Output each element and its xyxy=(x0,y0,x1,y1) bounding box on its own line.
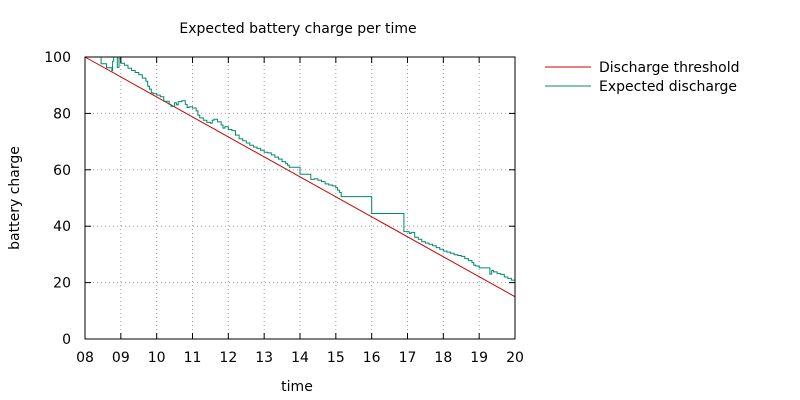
legend-label: Expected discharge xyxy=(599,79,737,95)
series-line-expected-discharge xyxy=(85,56,516,282)
y-axis-label: battery charge xyxy=(7,146,23,250)
x-tick-label: 11 xyxy=(184,350,202,366)
chart-title: Expected battery charge per time xyxy=(179,21,416,37)
x-tick-label: 13 xyxy=(255,350,273,366)
y-tick-label: 40 xyxy=(53,219,71,235)
x-tick-label: 10 xyxy=(148,350,166,366)
x-axis-label: time xyxy=(281,379,313,395)
x-tick-label: 15 xyxy=(327,350,345,366)
x-tick-label: 16 xyxy=(363,350,381,366)
x-tick-label: 18 xyxy=(434,350,452,366)
y-tick-label: 0 xyxy=(62,332,71,348)
x-tick-label: 20 xyxy=(506,350,524,366)
x-tick-label: 14 xyxy=(291,350,309,366)
x-tick-label: 12 xyxy=(219,350,237,366)
series-lines xyxy=(84,56,516,298)
y-tick-label: 20 xyxy=(53,276,71,292)
x-tick-label: 08 xyxy=(76,350,94,366)
y-tick-label: 60 xyxy=(53,163,71,179)
x-tick-label: 19 xyxy=(470,350,488,366)
legend: Discharge threshold Expected discharge xyxy=(545,60,740,95)
axis-ticks: 08 09 10 11 12 13 14 15 16 17 18 19 20 0 20 40 60 80 100 xyxy=(44,50,524,366)
grid-lines xyxy=(85,57,515,339)
plot-frame xyxy=(84,56,516,340)
y-tick-label: 80 xyxy=(53,106,71,122)
legend-label: Discharge threshold xyxy=(599,60,740,76)
y-tick-label: 100 xyxy=(44,50,71,66)
series-line-discharge-threshold xyxy=(84,56,516,298)
x-tick-label: 17 xyxy=(399,350,417,366)
x-tick-label: 09 xyxy=(112,350,130,366)
